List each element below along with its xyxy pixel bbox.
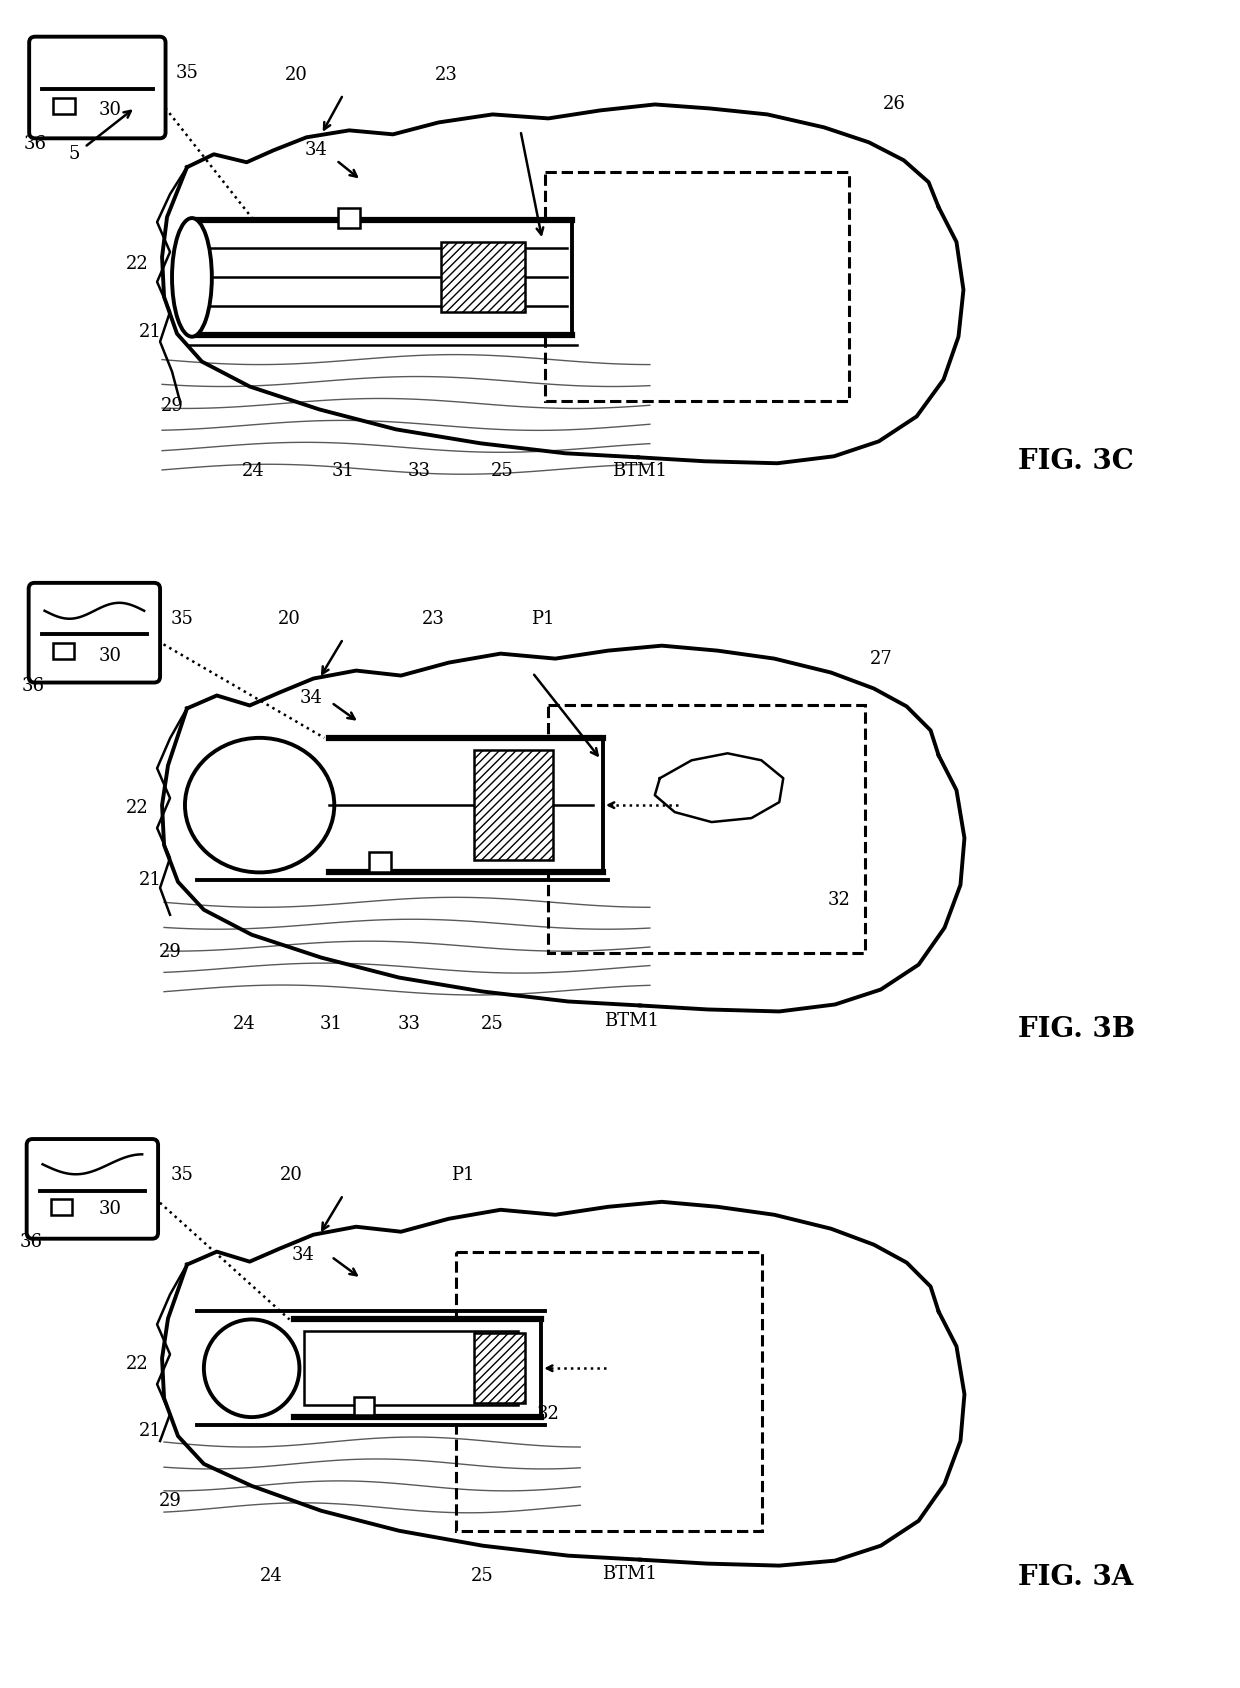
Text: 32: 32 bbox=[537, 1404, 559, 1423]
Ellipse shape bbox=[203, 1320, 299, 1418]
Ellipse shape bbox=[185, 738, 335, 873]
Text: 35: 35 bbox=[171, 1166, 193, 1183]
Text: FIG. 3A: FIG. 3A bbox=[1018, 1565, 1133, 1592]
Text: 22: 22 bbox=[125, 798, 149, 817]
Bar bbox=[370, 852, 391, 873]
Text: 36: 36 bbox=[21, 677, 45, 694]
Text: 30: 30 bbox=[99, 101, 122, 120]
FancyBboxPatch shape bbox=[30, 37, 166, 138]
Text: 21: 21 bbox=[139, 322, 161, 341]
Text: 23: 23 bbox=[434, 66, 458, 83]
Text: 24: 24 bbox=[232, 1016, 255, 1033]
Text: 29: 29 bbox=[159, 1492, 181, 1509]
Bar bbox=[440, 241, 526, 312]
Text: 31: 31 bbox=[320, 1016, 342, 1033]
Text: 21: 21 bbox=[139, 1421, 161, 1440]
Text: 20: 20 bbox=[278, 609, 301, 628]
Text: 34: 34 bbox=[305, 142, 327, 159]
Text: 35: 35 bbox=[171, 609, 193, 628]
Text: 29: 29 bbox=[160, 397, 184, 415]
Bar bbox=[474, 749, 553, 861]
FancyBboxPatch shape bbox=[27, 1139, 157, 1239]
Bar bbox=[294, 1320, 533, 1418]
Text: 35: 35 bbox=[176, 64, 198, 81]
Text: 20: 20 bbox=[285, 66, 308, 83]
Bar bbox=[548, 706, 864, 952]
Text: FIG. 3C: FIG. 3C bbox=[1018, 447, 1133, 474]
Text: 20: 20 bbox=[280, 1166, 303, 1183]
Text: 33: 33 bbox=[398, 1016, 420, 1033]
Text: BTM1: BTM1 bbox=[613, 463, 667, 479]
Text: 22: 22 bbox=[125, 1355, 149, 1374]
Text: 22: 22 bbox=[125, 255, 149, 273]
Text: 36: 36 bbox=[19, 1232, 42, 1251]
FancyBboxPatch shape bbox=[29, 582, 160, 682]
Bar bbox=[456, 1252, 763, 1531]
Text: 21: 21 bbox=[139, 871, 161, 890]
Bar bbox=[193, 219, 572, 334]
Bar bbox=[339, 208, 360, 228]
Text: 27: 27 bbox=[869, 650, 893, 668]
Text: 25: 25 bbox=[471, 1566, 494, 1585]
Text: 25: 25 bbox=[481, 1016, 503, 1033]
Text: 25: 25 bbox=[491, 463, 513, 479]
Text: 32: 32 bbox=[827, 891, 851, 908]
Text: 34: 34 bbox=[291, 1246, 315, 1264]
Bar bbox=[546, 172, 849, 402]
Text: 24: 24 bbox=[242, 463, 265, 479]
Text: 23: 23 bbox=[422, 609, 444, 628]
Text: 31: 31 bbox=[332, 463, 355, 479]
Bar bbox=[52, 643, 74, 660]
Bar bbox=[355, 1398, 374, 1415]
Text: BTM1: BTM1 bbox=[603, 1565, 657, 1583]
Text: 26: 26 bbox=[883, 96, 905, 113]
Bar bbox=[305, 1332, 518, 1404]
Text: 5: 5 bbox=[68, 145, 81, 164]
Text: BTM1: BTM1 bbox=[604, 1013, 660, 1030]
Text: 30: 30 bbox=[99, 647, 122, 665]
Text: 34: 34 bbox=[300, 689, 322, 707]
Text: 24: 24 bbox=[260, 1566, 283, 1585]
Text: 30: 30 bbox=[99, 1200, 122, 1217]
Text: FIG. 3B: FIG. 3B bbox=[1018, 1016, 1136, 1043]
Text: 29: 29 bbox=[159, 942, 181, 960]
Ellipse shape bbox=[172, 218, 212, 336]
Text: P1: P1 bbox=[451, 1166, 475, 1183]
Bar bbox=[474, 1334, 526, 1403]
Bar bbox=[51, 1200, 72, 1215]
Bar bbox=[53, 98, 74, 115]
Bar bbox=[330, 738, 593, 873]
Text: P1: P1 bbox=[531, 609, 554, 628]
Text: 33: 33 bbox=[408, 463, 430, 479]
Text: 36: 36 bbox=[24, 135, 46, 154]
